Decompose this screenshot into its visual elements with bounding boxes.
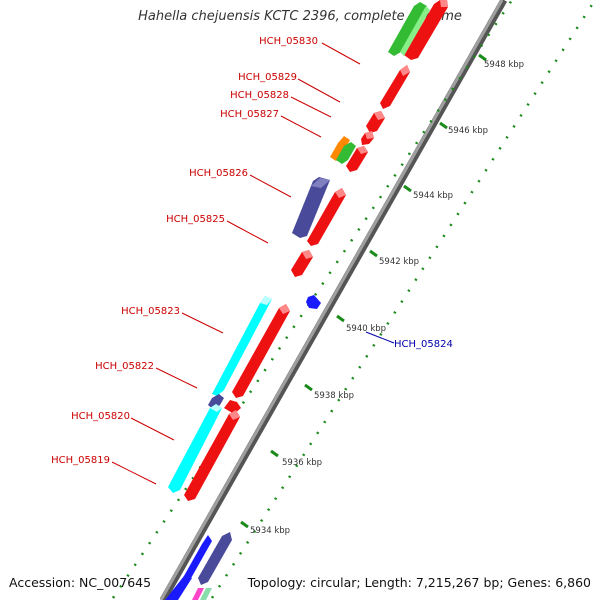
label-leader-reverse xyxy=(365,331,395,344)
gene-green-top[interactable] xyxy=(388,2,427,56)
scale-label-5946: 5946 kbp xyxy=(448,126,488,136)
gene-HCH-05824[interactable] xyxy=(306,295,321,309)
gene-HCH-05825b[interactable] xyxy=(291,250,313,277)
gene-label-HCH-05828[interactable]: HCH_05828 xyxy=(230,90,289,101)
gene-label-HCH-05826[interactable]: HCH_05826 xyxy=(189,168,248,179)
other-genes xyxy=(168,2,430,600)
gene-HCH-05826[interactable] xyxy=(346,146,368,172)
gene-label-HCH-05824[interactable]: HCH_05824 xyxy=(394,339,453,350)
gene-HCH-05823[interactable] xyxy=(232,304,290,398)
gene-green-small[interactable] xyxy=(336,142,356,164)
scale-label-5948: 5948 kbp xyxy=(484,60,524,70)
gene-green-lower[interactable] xyxy=(200,588,212,600)
gene-label-HCH-05820[interactable]: HCH_05820 xyxy=(71,411,130,422)
gene-label-HCH-05819[interactable]: HCH_05819 xyxy=(51,455,110,466)
gene-HCH-05830[interactable] xyxy=(404,0,448,60)
forward-strand-genes xyxy=(184,0,448,501)
gene-HCH-05825a[interactable] xyxy=(307,188,346,246)
scale-label-5936: 5936 kbp xyxy=(282,458,322,468)
gene-HCH-05823-cyan[interactable] xyxy=(212,296,272,396)
map-title: Hahella chejuensis KCTC 2396, complete g… xyxy=(138,9,462,24)
gene-HCH-05826-purple[interactable] xyxy=(292,177,330,238)
scale-major-ticks xyxy=(240,53,487,529)
gene-cyan-top-face xyxy=(260,296,272,305)
gene-pink-lower[interactable] xyxy=(192,588,204,600)
gene-reverse-lower-a[interactable] xyxy=(180,535,212,586)
inner-tick-track xyxy=(210,0,597,599)
gene-purple-top-face xyxy=(311,178,330,188)
gene-label-HCH-05822[interactable]: HCH_05822 xyxy=(95,361,154,372)
scale-label-5942: 5942 kbp xyxy=(379,257,419,267)
scale-label-5934: 5934 kbp xyxy=(250,526,290,536)
genome-summary-text: Topology: circular; Length: 7,215,267 bp… xyxy=(247,575,591,590)
gene-label-HCH-05825[interactable]: HCH_05825 xyxy=(166,214,225,225)
gene-green-top-highlight xyxy=(400,6,430,56)
gene-label-HCH-05827[interactable]: HCH_05827 xyxy=(220,109,279,120)
gene-purple-lower[interactable] xyxy=(198,532,232,585)
gene-label-HCH-05823[interactable]: HCH_05823 xyxy=(121,306,180,317)
gene-HCH-05829[interactable] xyxy=(380,65,410,109)
gene-HCH-05822-purple[interactable] xyxy=(208,394,224,410)
accession-text: Accession: NC_007645 xyxy=(9,575,152,590)
outer-tick-track xyxy=(111,0,514,599)
gene-cyan-top-face-2 xyxy=(210,404,222,412)
scale-label-5944: 5944 kbp xyxy=(413,191,453,201)
label-leaders xyxy=(111,42,361,485)
scale-label-5938: 5938 kbp xyxy=(314,391,354,401)
gene-HCH-05827[interactable] xyxy=(361,131,374,145)
gene-HCH-05822[interactable] xyxy=(224,400,241,414)
gene-label-HCH-05830[interactable]: HCH_05830 xyxy=(259,36,318,47)
gene-HCH-05828[interactable] xyxy=(366,111,385,133)
gene-reverse-lower-b[interactable] xyxy=(165,576,192,600)
gene-label-HCH-05829[interactable]: HCH_05829 xyxy=(238,72,297,83)
gene-HCH-05820-cyan[interactable] xyxy=(168,404,222,493)
reverse-strand-genes xyxy=(165,295,321,600)
gene-HCH-05820[interactable] xyxy=(184,410,240,501)
scale-label-5940: 5940 kbp xyxy=(346,324,386,334)
gene-orange[interactable] xyxy=(330,136,350,161)
